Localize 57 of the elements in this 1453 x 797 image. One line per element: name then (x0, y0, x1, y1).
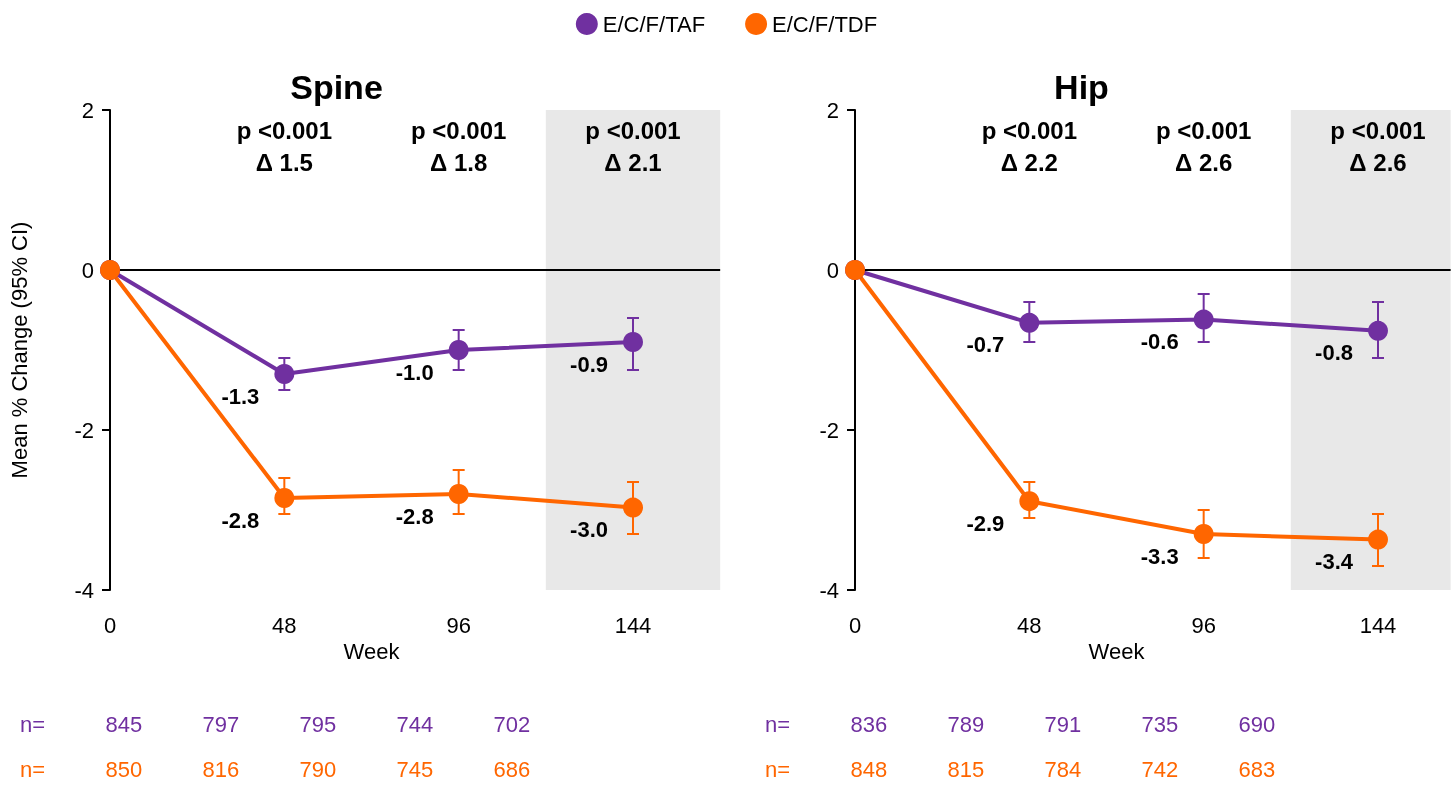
annotation: p <0.001 Δ 1.8 (410, 116, 507, 178)
y-axis-title: Mean % Change (95% CI) (6, 221, 32, 479)
text: n= 845 797 795 744 702 (20, 712, 531, 738)
x-tick-label: 48 (1017, 612, 1042, 638)
point (1193, 524, 1214, 544)
point (1193, 309, 1214, 330)
point (1019, 491, 1040, 512)
data-label: -1.0 (395, 359, 434, 385)
point (1368, 529, 1388, 550)
y-tick-label: -2 (819, 417, 839, 443)
point (448, 484, 469, 504)
y-tick-label: 2 (826, 97, 839, 123)
point (274, 364, 295, 384)
x-axis-title: Week (343, 639, 401, 665)
annotation: p <0.001 Δ 2.2 (981, 116, 1078, 178)
legend-label: E/C/F/TDF (772, 11, 878, 37)
data-label: -3.3 (1140, 543, 1179, 569)
text: n= 850 816 790 745 686 (20, 757, 531, 783)
legend-label: E/C/F/TAF (602, 11, 706, 37)
data-label: -2.8 (221, 507, 260, 533)
data-label: -0.9 (570, 351, 608, 377)
x-tick-label: 144 (1359, 612, 1397, 638)
y-tick-label: -2 (74, 417, 94, 443)
data-label: -1.3 (221, 383, 260, 409)
x-tick-label: 96 (446, 612, 471, 638)
x-axis-title: Week (1088, 639, 1146, 665)
x-tick-label: 96 (1191, 612, 1216, 638)
annotation: p <0.001 Δ 2.1 (585, 116, 681, 178)
annotation: p <0.001 Δ 2.6 (1155, 116, 1252, 178)
y-tick-label: -4 (74, 577, 94, 603)
point (623, 497, 643, 518)
chart-title: Hip (1054, 68, 1109, 106)
data-label: -0.7 (966, 332, 1005, 358)
point (274, 488, 295, 508)
data-label: -3.4 (1315, 549, 1354, 575)
x-tick-label: 0 (848, 612, 862, 638)
y-tick-label: 0 (826, 257, 839, 283)
y-tick-label: -4 (819, 577, 839, 603)
point (1368, 320, 1388, 341)
x-tick-label: 0 (103, 612, 117, 638)
data-label: -0.8 (1315, 340, 1353, 366)
x-tick-label: 144 (614, 612, 652, 638)
data-label: -2.8 (395, 503, 434, 529)
point (623, 332, 643, 352)
data-label: -0.6 (1140, 329, 1179, 355)
annotation: p <0.001 Δ 2.6 (1330, 116, 1426, 178)
text: n= 848 815 784 742 683 (765, 757, 1276, 783)
annotation: p <0.001 Δ 1.5 (236, 116, 333, 178)
x-tick-label: 48 (272, 612, 297, 638)
point (448, 340, 469, 360)
point (1019, 312, 1040, 333)
y-tick-label: 2 (81, 97, 94, 123)
chart-title: Spine (290, 68, 383, 106)
data-label: -2.9 (966, 510, 1005, 536)
text: n= 836 789 791 735 690 (765, 712, 1276, 738)
y-tick-label: 0 (81, 257, 94, 283)
data-label: -3.0 (570, 517, 608, 543)
